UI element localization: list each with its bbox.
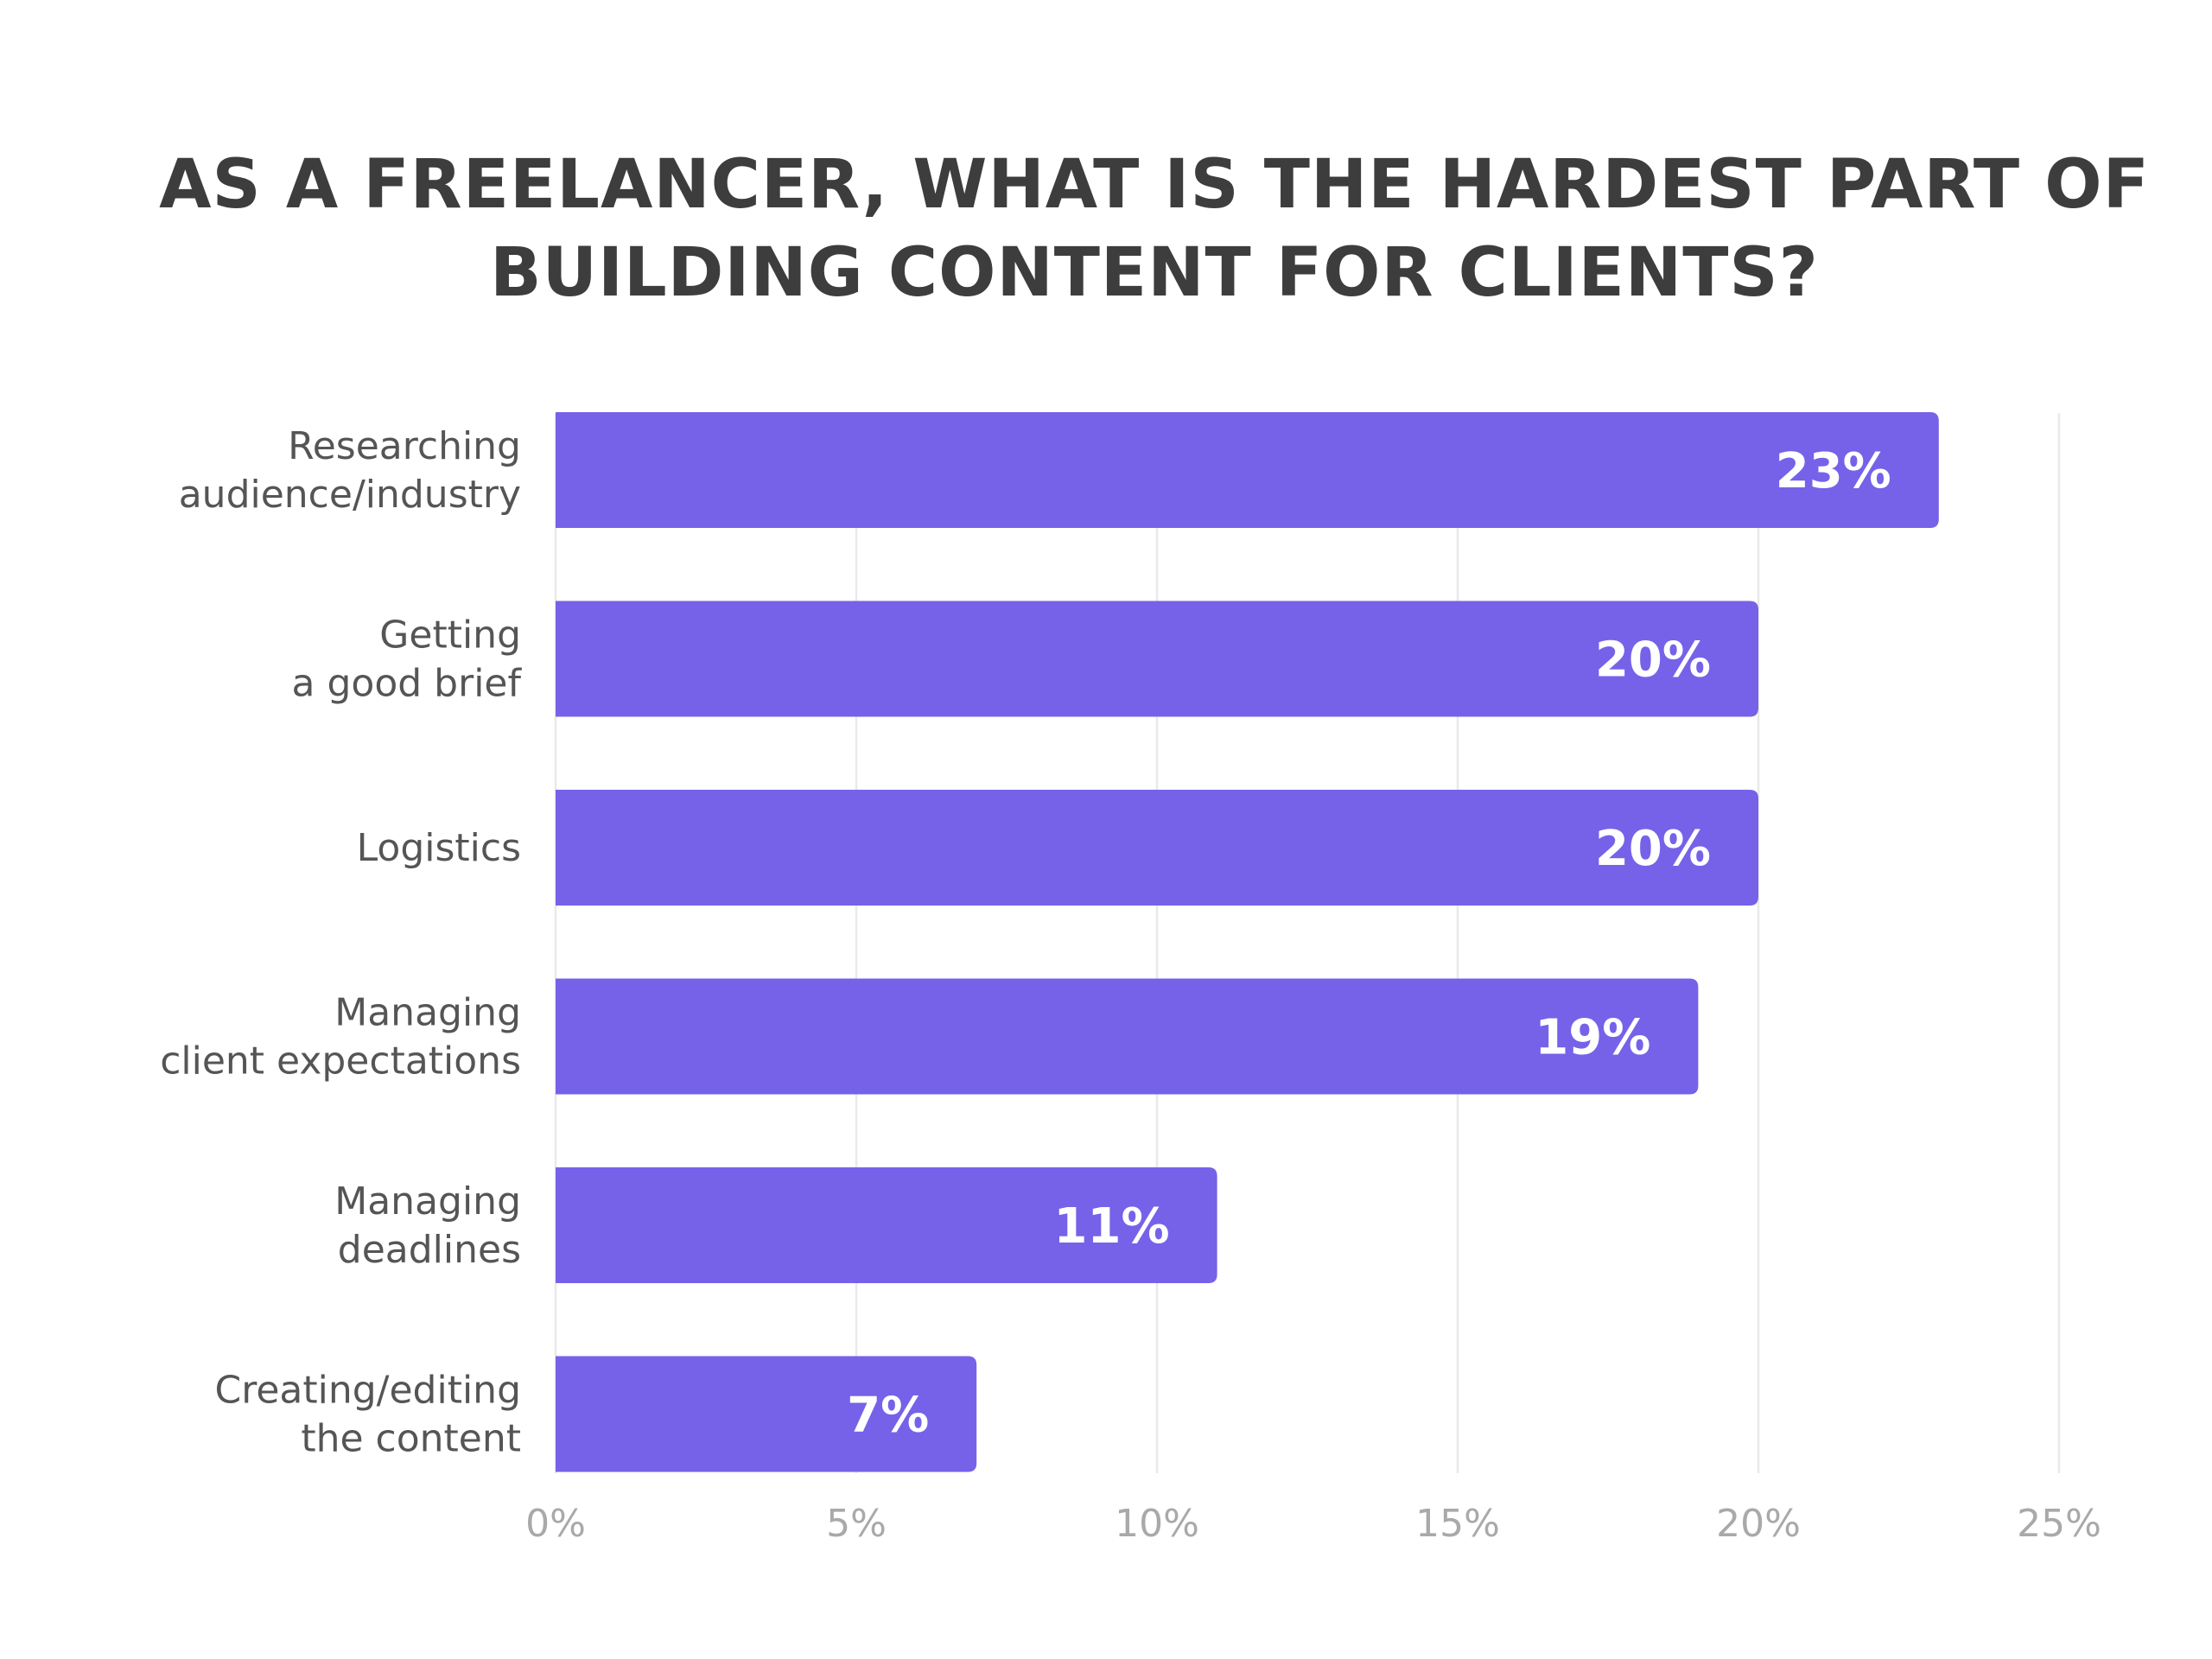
bar-0 [556, 412, 1939, 528]
bar-2 [556, 790, 1758, 906]
category-label-1-line-0: Getting [379, 613, 521, 658]
category-label-4-line-1: deadlines [338, 1228, 521, 1272]
chart-title-line-2: BUILDING CONTENT FOR CLIENTS? [490, 234, 1819, 312]
category-label-0: Researching audience/industry [179, 424, 521, 517]
category-label-5-line-1: the content [301, 1417, 521, 1461]
category-label-5-line-0: Creating/editing [214, 1369, 521, 1413]
tick-label-3: 15% [1415, 1502, 1500, 1546]
category-label-2: Logistics [357, 826, 521, 870]
category-label-1-line-1: a good brief [292, 662, 523, 706]
tick-label-5: 25% [2017, 1502, 2101, 1546]
category-label-0-line-0: Researching [288, 424, 521, 468]
x-axis-ticks: 0% 5% 10% 15% 20% 25% [525, 1502, 2101, 1546]
category-label-3: Managing client expectations [160, 991, 521, 1084]
category-label-3-line-0: Managing [334, 991, 521, 1035]
category-label-4: Managing deadlines [334, 1179, 521, 1272]
bar-4 [556, 1167, 1217, 1283]
bars [556, 412, 1939, 1472]
value-label-2: 20% [1595, 821, 1711, 877]
bar-5 [556, 1356, 977, 1472]
category-label-4-line-0: Managing [334, 1179, 521, 1224]
value-label-3: 19% [1535, 1010, 1650, 1066]
tick-label-0: 0% [525, 1502, 586, 1546]
category-label-5: Creating/editing the content [214, 1369, 521, 1461]
gridlines [554, 413, 2061, 1473]
tick-label-2: 10% [1115, 1502, 1199, 1546]
value-label-1: 20% [1595, 632, 1711, 689]
category-labels: Researching audience/industry Getting a goo… [160, 424, 522, 1461]
tick-label-4: 20% [1716, 1502, 1801, 1546]
bar-3 [556, 978, 1699, 1095]
category-label-1: Getting a good brief [292, 613, 523, 706]
value-label-5: 7% [847, 1388, 929, 1444]
chart-title-line-1: AS A FREELANCER, WHAT IS THE HARDEST PAR… [159, 146, 2150, 224]
bar-1 [556, 601, 1758, 717]
tick-label-1: 5% [826, 1502, 887, 1546]
value-label-4: 11% [1054, 1198, 1170, 1255]
category-label-0-line-1: audience/industry [179, 473, 521, 517]
chart-title: AS A FREELANCER, WHAT IS THE HARDEST PAR… [159, 146, 2150, 312]
value-labels: 23% 20% 20% 19% 11% 7% [847, 443, 1891, 1444]
category-label-3-line-1: client expectations [160, 1039, 521, 1084]
category-label-2-line-0: Logistics [357, 826, 521, 870]
value-label-0: 23% [1776, 443, 1891, 499]
